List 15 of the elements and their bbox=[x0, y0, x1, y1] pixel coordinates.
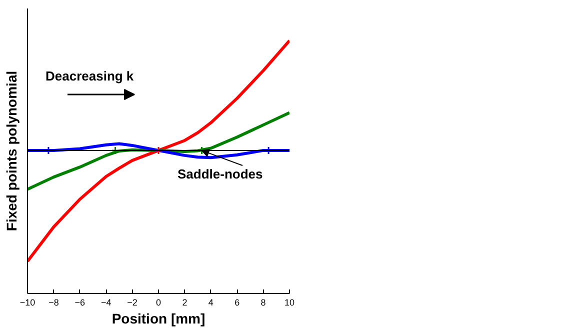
x-tick-label: 2 bbox=[182, 298, 188, 308]
x-tick-label: −6 bbox=[74, 298, 86, 308]
x-tick-label: −4 bbox=[100, 298, 112, 308]
x-tick-label: 6 bbox=[234, 298, 240, 308]
x-tick-label: −10 bbox=[20, 298, 36, 308]
x-tick-label: 8 bbox=[260, 298, 266, 308]
x-axis-title: Position [mm] bbox=[112, 310, 206, 326]
x-tick-label: 0 bbox=[156, 298, 162, 308]
annotation: Deacreasing k bbox=[46, 68, 134, 84]
y-axis-title: Fixed points polynomial bbox=[4, 70, 20, 232]
x-tick-label: 10 bbox=[284, 298, 295, 308]
x-tick-label: −2 bbox=[127, 298, 138, 308]
x-tick-label: −8 bbox=[48, 298, 59, 308]
annotation: Saddle-nodes bbox=[178, 166, 263, 182]
x-tick-label: 4 bbox=[208, 298, 214, 308]
